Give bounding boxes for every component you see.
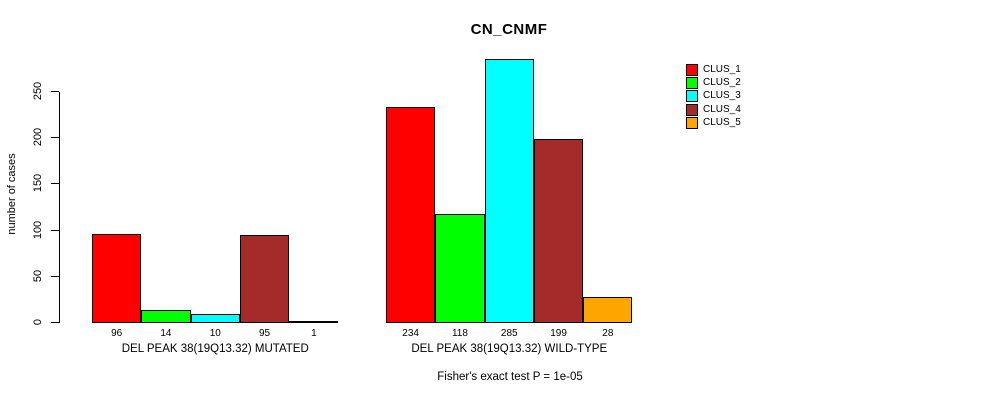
legend-label: CLUS_1 <box>703 63 741 75</box>
bar-clus_1-group1 <box>92 234 142 323</box>
bar-clus_5-group1 <box>289 321 339 323</box>
y-tick-label: 250 <box>32 81 44 100</box>
legend-swatch-clus_5 <box>686 117 698 130</box>
legend-item-clus_3: CLUS_3 <box>686 90 741 103</box>
bar-value-label: 95 <box>258 328 271 339</box>
y-tick-mark <box>51 183 59 185</box>
y-tick-label: 200 <box>32 127 44 147</box>
bar-value-label: 1 <box>311 328 317 339</box>
bar-value-label: 10 <box>209 328 221 339</box>
chart-title: CN_CNMF <box>470 21 548 38</box>
bar-value-label: 285 <box>500 328 518 339</box>
bar-clus_3-group2 <box>484 59 534 323</box>
bar-value-label: 118 <box>451 328 468 339</box>
legend-label: CLUS_5 <box>703 117 741 129</box>
bar-clus_2-group1 <box>141 310 191 323</box>
bar-clus_3-group1 <box>190 313 240 323</box>
y-tick-mark <box>51 275 59 277</box>
bar-value-label: 14 <box>160 328 172 339</box>
legend-swatch-clus_2 <box>686 76 698 89</box>
y-axis-label: number of cases <box>6 153 18 235</box>
y-tick-mark <box>51 137 59 138</box>
legend-item-clus_4: CLUS_4 <box>686 103 741 116</box>
legend-item-clus_5: CLUS_5 <box>686 117 741 130</box>
bar-value-label: 28 <box>602 328 614 339</box>
category-label: DEL PEAK 38(19Q13.32) WILD-TYPE <box>411 343 608 355</box>
legend-label: CLUS_2 <box>703 76 741 88</box>
legend-item-clus_1: CLUS_1 <box>686 63 741 76</box>
legend-label: CLUS_4 <box>703 103 741 115</box>
statistical-test-footnote: Fisher's exact test P = 1e-05 <box>437 371 583 383</box>
y-axis-line <box>59 92 60 323</box>
y-tick-label: 100 <box>32 220 44 239</box>
bar-clus_4-group1 <box>239 235 290 323</box>
legend-swatch-clus_3 <box>686 90 698 103</box>
legend-item-clus_2: CLUS_2 <box>686 76 741 89</box>
bar-clus_4-group2 <box>533 138 584 323</box>
legend-swatch-clus_4 <box>686 103 698 116</box>
y-tick-mark <box>51 229 59 231</box>
category-label: DEL PEAK 38(19Q13.32) MUTATED <box>121 343 309 355</box>
bar-clus_1-group2 <box>386 106 436 323</box>
bar-value-label: 234 <box>402 328 419 339</box>
bar-value-label: 199 <box>550 328 567 339</box>
legend-label: CLUS_3 <box>703 90 741 102</box>
legend-swatch-clus_1 <box>686 63 698 76</box>
y-tick-mark <box>51 90 59 92</box>
y-tick-mark <box>51 322 59 323</box>
bar-value-label: 96 <box>111 328 123 339</box>
bar-clus_5-group2 <box>583 297 633 323</box>
y-tick-label: 0 <box>32 318 44 326</box>
y-tick-label: 150 <box>32 174 44 193</box>
y-tick-label: 50 <box>32 269 44 282</box>
bar-clus_2-group2 <box>435 213 485 323</box>
